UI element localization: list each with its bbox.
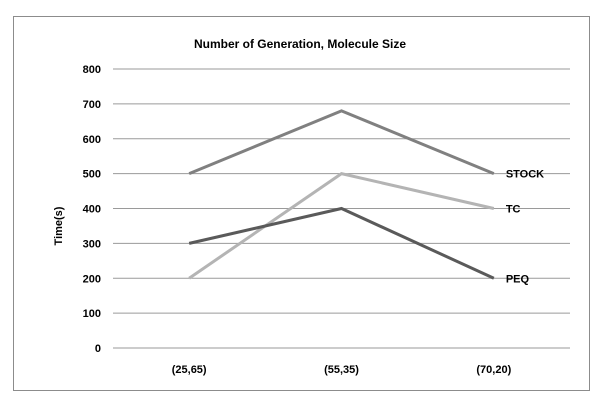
y-tick-label: 400 [83, 204, 101, 216]
chart-frame [13, 16, 590, 391]
series-line-tc [188, 172, 495, 280]
series-label-peq: PEQ [506, 273, 530, 285]
x-tick-label: (70,20) [476, 364, 511, 376]
y-tick-label: 600 [83, 134, 101, 146]
y-tick-label: 500 [83, 169, 101, 181]
series-labels: STOCK TC PEQ [506, 169, 544, 286]
series-lines [188, 109, 495, 280]
x-tick-label: (25,65) [172, 364, 207, 376]
series-line-peq [188, 206, 495, 280]
y-tick-label: 800 [83, 64, 101, 76]
y-tick-label: 0 [95, 343, 101, 355]
series-label-tc: TC [506, 204, 521, 216]
series-line-stock [188, 109, 495, 176]
chart-title: Number of Generation, Molecule Size [194, 37, 406, 51]
y-tick-label: 200 [83, 273, 101, 285]
y-tick-labels: 0 100 200 300 400 500 600 700 800 [83, 64, 101, 355]
y-tick-label: 300 [83, 238, 101, 250]
series-label-stock: STOCK [506, 169, 544, 181]
y-tick-label: 700 [83, 99, 101, 111]
y-axis-label: Time(s) [53, 206, 65, 245]
x-tick-label: (55,35) [324, 364, 359, 376]
y-tick-label: 100 [83, 308, 101, 320]
x-tick-labels: (25,65) (55,35) (70,20) [172, 364, 512, 376]
